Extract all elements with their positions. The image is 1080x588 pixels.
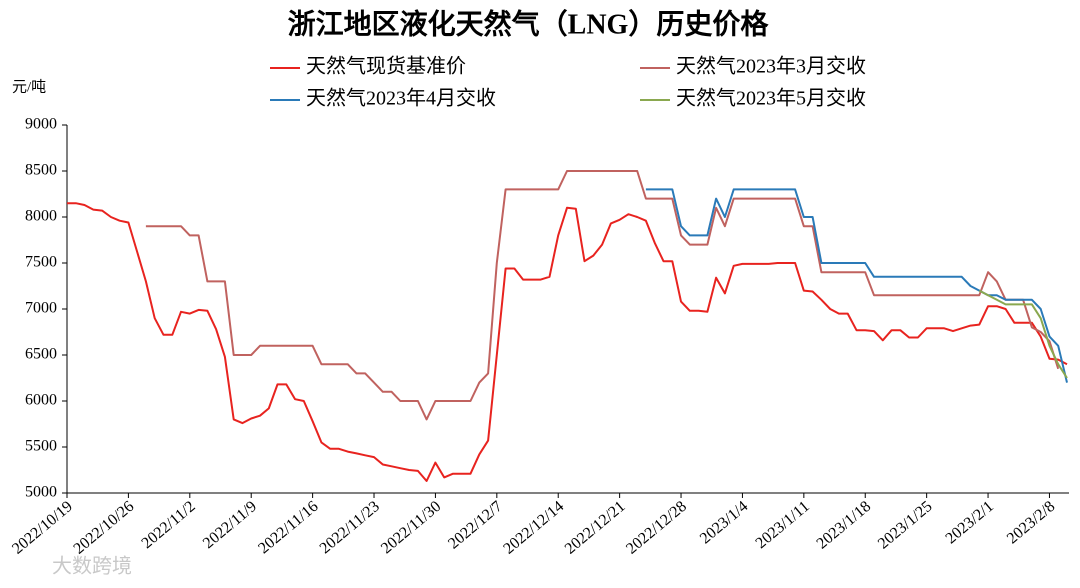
legend-label: 天然气2023年3月交收 bbox=[676, 55, 866, 78]
y-axis-label: 元/吨 bbox=[12, 78, 46, 95]
x-tick-label: 2022/10/26 bbox=[71, 498, 138, 558]
y-tick-label: 7000 bbox=[25, 300, 57, 317]
x-tick-label: 2022/12/28 bbox=[623, 498, 690, 558]
legend-label: 天然气2023年5月交收 bbox=[676, 87, 866, 110]
x-tick-label: 2022/12/14 bbox=[500, 498, 567, 558]
y-tick-label: 8000 bbox=[25, 208, 57, 225]
x-tick-label: 2023/1/18 bbox=[814, 498, 875, 553]
series-line bbox=[67, 202, 1068, 482]
y-tick-label: 9000 bbox=[25, 116, 57, 133]
y-tick-label: 6000 bbox=[25, 392, 57, 409]
watermark: 大数跨境 bbox=[52, 555, 132, 578]
x-tick-label: 2023/1/11 bbox=[753, 498, 813, 552]
x-tick-label: 2023/1/4 bbox=[697, 498, 752, 548]
legend-label: 天然气2023年4月交收 bbox=[306, 87, 496, 110]
x-tick-label: 2022/10/19 bbox=[9, 498, 76, 558]
x-tick-label: 2022/11/9 bbox=[200, 498, 260, 552]
y-tick-label: 5500 bbox=[25, 438, 57, 455]
y-tick-label: 5000 bbox=[25, 484, 57, 501]
y-tick-label: 6500 bbox=[25, 346, 57, 363]
x-tick-label: 2023/1/25 bbox=[875, 498, 936, 553]
x-tick-label: 2022/11/30 bbox=[378, 498, 444, 557]
x-tick-label: 2022/12/21 bbox=[562, 498, 629, 558]
y-tick-label: 7500 bbox=[25, 254, 57, 271]
series-line bbox=[978, 289, 1068, 379]
series-line bbox=[645, 188, 1068, 383]
x-tick-label: 2023/2/1 bbox=[942, 498, 997, 548]
x-tick-label: 2022/12/7 bbox=[445, 498, 506, 553]
x-tick-label: 2022/11/2 bbox=[139, 498, 199, 552]
legend-label: 天然气现货基准价 bbox=[306, 55, 466, 78]
x-tick-label: 2023/2/8 bbox=[1004, 498, 1059, 548]
chart-title: 浙江地区液化天然气（LNG）历史价格 bbox=[288, 7, 770, 40]
y-tick-label: 8500 bbox=[25, 162, 57, 179]
x-tick-label: 2022/11/16 bbox=[255, 498, 321, 557]
series-line bbox=[145, 170, 1060, 421]
x-tick-label: 2022/11/23 bbox=[317, 498, 383, 557]
